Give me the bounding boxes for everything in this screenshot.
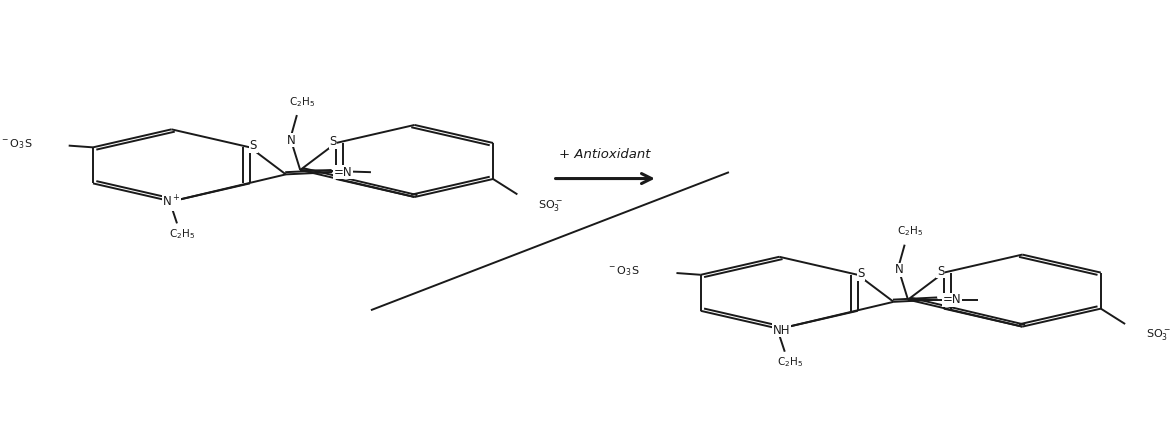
Text: NH: NH bbox=[773, 324, 791, 337]
Text: C$_2$H$_5$: C$_2$H$_5$ bbox=[778, 355, 804, 369]
Text: + Antioxidant: + Antioxidant bbox=[560, 148, 651, 161]
Text: $^-$O$_3$S: $^-$O$_3$S bbox=[0, 137, 32, 151]
Text: C$_2$H$_5$: C$_2$H$_5$ bbox=[169, 227, 196, 241]
Text: S: S bbox=[330, 135, 337, 148]
Text: =N: =N bbox=[943, 293, 962, 306]
Text: N: N bbox=[287, 134, 296, 146]
Text: =N: =N bbox=[334, 166, 353, 179]
Text: S: S bbox=[937, 265, 944, 278]
Text: SO$_3^-$: SO$_3^-$ bbox=[1146, 328, 1171, 343]
Text: C$_2$H$_5$: C$_2$H$_5$ bbox=[897, 225, 923, 239]
Text: C$_2$H$_5$: C$_2$H$_5$ bbox=[290, 95, 316, 109]
Text: S: S bbox=[857, 267, 865, 280]
Text: SO$_3^-$: SO$_3^-$ bbox=[538, 198, 563, 213]
Text: $^-$O$_3$S: $^-$O$_3$S bbox=[608, 264, 640, 278]
Text: N$^+$: N$^+$ bbox=[162, 194, 181, 210]
Text: S: S bbox=[250, 139, 257, 152]
Text: N: N bbox=[895, 263, 903, 276]
